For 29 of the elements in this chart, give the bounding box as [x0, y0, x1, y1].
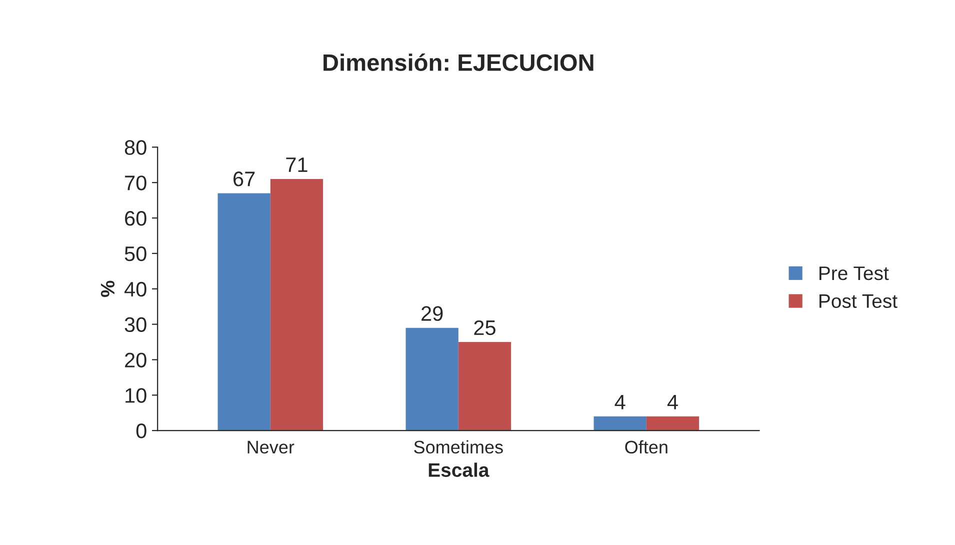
legend-label: Post Test: [820, 294, 898, 308]
y-tick-label: 60: [125, 211, 146, 226]
legend-label: Pre Test: [820, 266, 889, 280]
y-tick-label: 40: [124, 282, 146, 297]
data-label: 71: [286, 158, 308, 172]
bar: [406, 328, 458, 431]
x-tick-label: Often: [625, 440, 668, 454]
y-tick-label: 30: [124, 317, 146, 332]
bar: [270, 179, 324, 431]
y-tick-label: 80: [124, 140, 146, 155]
data-label: 4: [614, 394, 626, 410]
y-tick-label: 20: [125, 352, 146, 368]
bar: [458, 342, 512, 431]
data-label: 29: [422, 306, 443, 321]
bar: [218, 193, 270, 431]
y-tick-label: 0: [136, 424, 146, 438]
y-tick-label: 70: [125, 176, 146, 190]
y-tick-label: 10: [126, 388, 146, 403]
bar: [646, 416, 700, 431]
y-tick-label: 50: [124, 246, 146, 262]
data-label: 25: [474, 320, 496, 336]
x-tick-label: Sometimes: [414, 440, 503, 454]
chart-title: Dimensión: EJECUCION: [324, 53, 594, 71]
data-label: 4: [667, 394, 678, 410]
x-axis-title: Escala: [428, 462, 490, 477]
bar: [594, 416, 646, 431]
x-tick-label: Never: [248, 440, 294, 454]
y-axis-title: %: [100, 280, 115, 298]
data-label: 67: [234, 172, 255, 186]
